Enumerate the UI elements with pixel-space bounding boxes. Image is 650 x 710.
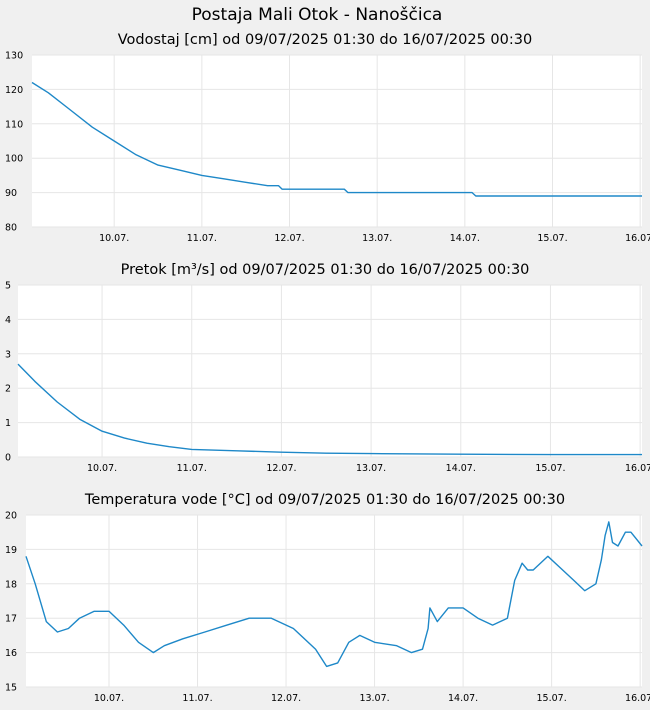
chart-1: Vodostaj [cm] od 09/07/2025 01:30 do 16/… [5,32,650,244]
x-tick-label: 15.07. [535,463,565,474]
series-line [17,363,642,456]
plot-area [32,55,642,227]
chart-3: Temperatura vode [°C] od 09/07/2025 01:3… [5,492,650,704]
y-tick-label: 80 [5,223,17,234]
x-tick-label: 16.07. [625,463,650,474]
x-tick-label: 11.07. [177,463,207,474]
y-tick-label: 0 [5,453,11,464]
y-tick-label: 5 [5,281,11,292]
charts-container: Vodostaj [cm] od 09/07/2025 01:30 do 16/… [5,32,650,704]
series-line [31,81,642,197]
y-tick-label: 3 [5,349,11,360]
chart-title: Temperatura vode [°C] od 09/07/2025 01:3… [84,492,565,508]
plot-area [26,515,642,687]
y-tick-label: 4 [5,315,11,326]
y-tick-label: 16 [5,648,17,659]
x-tick-label: 14.07. [446,463,476,474]
x-tick-label: 13.07. [356,463,386,474]
x-tick-label: 16.07. [625,233,650,244]
x-tick-label: 11.07. [187,233,217,244]
x-tick-label: 14.07. [448,693,478,704]
series-line [25,521,643,668]
y-tick-label: 2 [5,384,11,395]
x-tick-label: 13.07. [359,693,389,704]
x-tick-label: 15.07. [537,693,567,704]
x-tick-label: 10.07. [94,693,124,704]
x-tick-label: 13.07. [362,233,392,244]
x-tick-label: 16.07. [625,693,650,704]
x-tick-label: 10.07. [87,463,117,474]
y-tick-label: 1 [5,418,11,429]
y-tick-label: 18 [5,579,17,590]
y-tick-label: 100 [5,154,23,165]
chart-title: Pretok [m³/s] od 09/07/2025 01:30 do 16/… [121,262,530,278]
y-tick-label: 17 [5,614,17,625]
x-tick-label: 12.07. [266,463,296,474]
y-tick-label: 90 [5,188,17,199]
chart-2: Pretok [m³/s] od 09/07/2025 01:30 do 16/… [5,262,650,474]
x-tick-label: 12.07. [274,233,304,244]
y-tick-label: 110 [5,119,23,130]
x-tick-label: 12.07. [271,693,301,704]
y-tick-label: 20 [5,511,17,522]
x-tick-label: 14.07. [450,233,480,244]
y-tick-label: 19 [5,545,17,556]
y-tick-label: 15 [5,683,17,694]
x-tick-label: 15.07. [537,233,567,244]
plot-area [18,285,642,457]
y-tick-label: 130 [5,51,23,62]
y-tick-label: 120 [5,85,23,96]
chart-title: Vodostaj [cm] od 09/07/2025 01:30 do 16/… [118,32,532,48]
x-tick-label: 10.07. [99,233,129,244]
page-title: Postaja Mali Otok - Nanoščica [192,5,443,25]
x-tick-label: 11.07. [182,693,212,704]
